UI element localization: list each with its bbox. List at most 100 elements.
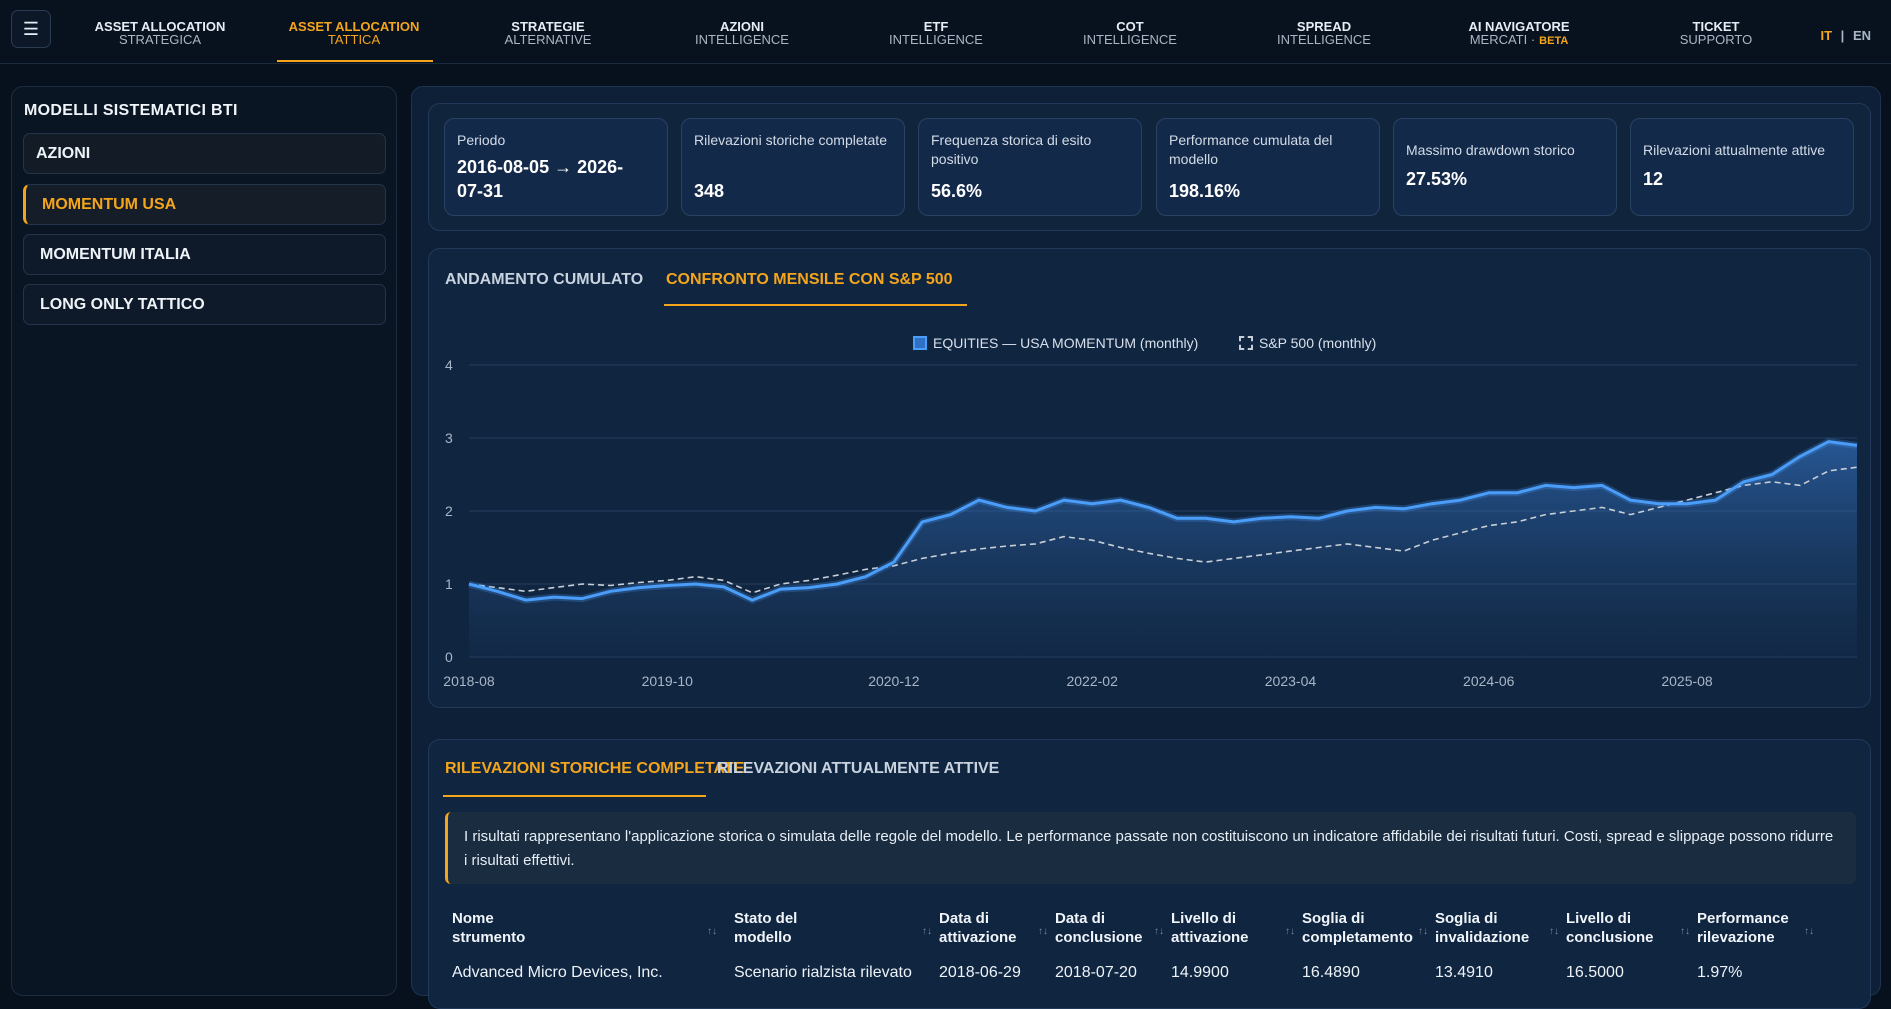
kpi-value: 12	[1643, 169, 1664, 189]
series-line-usa-momentum	[468, 440, 1858, 602]
table-cell: 14.9900	[1171, 964, 1229, 981]
column-header[interactable]: Soglia di invalidazione	[1435, 909, 1529, 947]
nav-item-line2: SUPPORTO	[1636, 33, 1796, 46]
nav-item-line2-text: SUPPORTO	[1679, 32, 1753, 47]
sort-icon[interactable]: ↑↓	[922, 926, 932, 937]
nav-item-6[interactable]: COT INTELLIGENCE	[1050, 20, 1210, 46]
nav-item-line1: COT	[1116, 19, 1144, 34]
column-header-line: strumento	[452, 929, 526, 946]
sort-icon[interactable]: ↑↓	[1285, 926, 1295, 937]
tab-rilevazioni-completate[interactable]: RILEVAZIONI STORICHE COMPLETATE	[445, 760, 745, 777]
column-header-line: attivazione	[1171, 929, 1249, 946]
sidebar-item-momentum-usa[interactable]: MOMENTUM USA	[23, 184, 386, 225]
nav-item-7[interactable]: SPREAD INTELLIGENCE	[1244, 20, 1404, 46]
nav-item-8[interactable]: AI NAVIGATORE MERCATI · BETA	[1439, 20, 1599, 48]
nav-item-line2-text: STRATEGICA	[118, 32, 202, 47]
nav-item-5[interactable]: ETF INTELLIGENCE	[856, 20, 1016, 46]
nav-item-line1: ASSET ALLOCATION	[94, 19, 226, 34]
kpi-label: Rilevazioni storiche completate	[694, 132, 887, 148]
x-tick-label: 2020-12	[868, 673, 920, 689]
legend-usa-momentum[interactable]: EQUITIES — USA MOMENTUM (monthly)	[913, 335, 1198, 351]
kpi-value: 2016-08-05 → 2026-07-31	[457, 157, 624, 201]
column-header-line: conclusione	[1566, 929, 1654, 946]
sidebar-item-long-only-tattico[interactable]: LONG ONLY TATTICO	[23, 284, 386, 325]
column-header-line: rilevazione	[1697, 929, 1775, 946]
column-header-line: Soglia di	[1302, 910, 1365, 927]
sort-icon[interactable]: ↑↓	[1549, 926, 1559, 937]
nav-item-line1: AZIONI	[719, 19, 765, 34]
nav-item-9[interactable]: TICKET SUPPORTO	[1636, 20, 1796, 46]
nav-item-line2: INTELLIGENCE	[1244, 33, 1404, 46]
kpi-card-periodo: Periodo 2016-08-05 → 2026-07-31	[444, 118, 668, 216]
column-header-line: Soglia di	[1435, 910, 1498, 927]
sidebar-group-azioni[interactable]: AZIONI	[23, 133, 386, 174]
table-cell: 16.5000	[1566, 964, 1624, 981]
nav-item-line2: INTELLIGENCE	[662, 33, 822, 46]
tab-andamento-cumulato[interactable]: ANDAMENTO CUMULATO	[445, 271, 644, 288]
tab-confronto-mensile[interactable]: CONFRONTO MENSILE CON S&P 500	[666, 271, 953, 288]
column-header-line: Livello di	[1171, 910, 1237, 927]
column-header[interactable]: Stato del modello	[734, 909, 797, 947]
x-tick-label: 2022-02	[1066, 673, 1118, 689]
sort-icon[interactable]: ↑↓	[1804, 926, 1814, 937]
sort-icon[interactable]: ↑↓	[1418, 926, 1428, 937]
hamburger-menu-icon[interactable]: ☰	[11, 10, 51, 48]
sort-icon[interactable]: ↑↓	[1680, 926, 1690, 937]
column-header[interactable]: Soglia di completamento	[1302, 909, 1413, 947]
x-tick-label: 2019-10	[642, 673, 694, 689]
nav-item-3[interactable]: STRATEGIE ALTERNATIVE	[468, 20, 628, 46]
column-header-line: Performance	[1697, 910, 1789, 927]
nav-item-line1: ASSET ALLOCATION	[288, 19, 420, 34]
tab-rilevazioni-attive[interactable]: RILEVAZIONI ATTUALMENTE ATTIVE	[717, 760, 1000, 777]
sort-icon[interactable]: ↑↓	[1154, 926, 1164, 937]
kpi-card-frequenza-positivo: Frequenza storica di esito positivo 56.6…	[918, 118, 1142, 216]
language-switcher: IT | EN	[1820, 28, 1871, 43]
x-tick-label: 2024-06	[1463, 673, 1515, 689]
column-header[interactable]: Nome strumento	[452, 909, 525, 947]
legend-label-usa: EQUITIES — USA MOMENTUM (monthly)	[933, 335, 1199, 351]
lang-it-link[interactable]: IT	[1820, 28, 1833, 43]
table-card: RILEVAZIONI STORICHE COMPLETATE RILEVAZI…	[428, 739, 1871, 1009]
legend-sp500[interactable]: S&P 500 (monthly)	[1239, 335, 1376, 351]
column-header-line: modello	[734, 929, 792, 946]
y-tick-label: 3	[445, 430, 453, 446]
kpi-value: 348	[694, 181, 725, 201]
nav-item-line1: TICKET	[1692, 19, 1740, 34]
column-header-line: Data di	[1055, 910, 1106, 927]
x-tick-label: 2018-08	[443, 673, 495, 689]
table-cell: Scenario rialzista rilevato	[734, 964, 912, 981]
nav-item-line2-text: INTELLIGENCE	[695, 32, 789, 47]
sidebar: MODELLI SISTEMATICI BTI AZIONI MOMENTUM …	[11, 86, 397, 996]
column-header[interactable]: Performance rilevazione	[1697, 909, 1789, 947]
y-tick-label: 0	[445, 649, 453, 665]
column-header[interactable]: Data di conclusione	[1055, 909, 1143, 947]
nav-item-2[interactable]: ASSET ALLOCATION TATTICA	[274, 20, 434, 46]
nav-item-line1: STRATEGIE	[511, 19, 585, 34]
y-tick-label: 2	[445, 503, 453, 519]
sort-icon[interactable]: ↑↓	[707, 926, 717, 937]
table-cell: 2018-07-20	[1055, 964, 1137, 981]
series-line-sp500	[468, 466, 1858, 594]
nav-item-line2-text: TATTICA	[327, 32, 381, 47]
nav-item-line2: INTELLIGENCE	[856, 33, 1016, 46]
column-header[interactable]: Data di attivazione	[939, 909, 1017, 947]
column-header[interactable]: Livello di conclusione	[1566, 909, 1654, 947]
column-header-line: attivazione	[939, 929, 1017, 946]
sort-icon[interactable]: ↑↓	[1038, 926, 1048, 937]
nav-item-line2: INTELLIGENCE	[1050, 33, 1210, 46]
kpi-label: Rilevazioni attualmente attive	[1643, 142, 1826, 158]
table-cell: 13.4910	[1435, 964, 1493, 981]
table-cell: Advanced Micro Devices, Inc.	[452, 964, 663, 981]
active-table-tab-underline	[443, 795, 706, 797]
lang-en-link[interactable]: EN	[1852, 28, 1871, 43]
column-header-line: conclusione	[1055, 929, 1143, 946]
nav-item-1[interactable]: ASSET ALLOCATION STRATEGICA	[80, 20, 240, 46]
sidebar-item-momentum-italia[interactable]: MOMENTUM ITALIA	[23, 234, 386, 275]
nav-item-line2-text: INTELLIGENCE	[1277, 32, 1371, 47]
nav-item-line2-text: INTELLIGENCE	[1083, 32, 1177, 47]
nav-item-4[interactable]: AZIONI INTELLIGENCE	[662, 20, 822, 46]
column-header[interactable]: Livello di attivazione	[1171, 909, 1249, 947]
top-navigation: ☰ ASSET ALLOCATION STRATEGICA ASSET ALLOCA…	[0, 0, 1891, 64]
kpi-label: Periodo	[457, 132, 506, 148]
kpi-card-max-drawdown: Massimo drawdown storico 27.53%	[1393, 118, 1617, 216]
